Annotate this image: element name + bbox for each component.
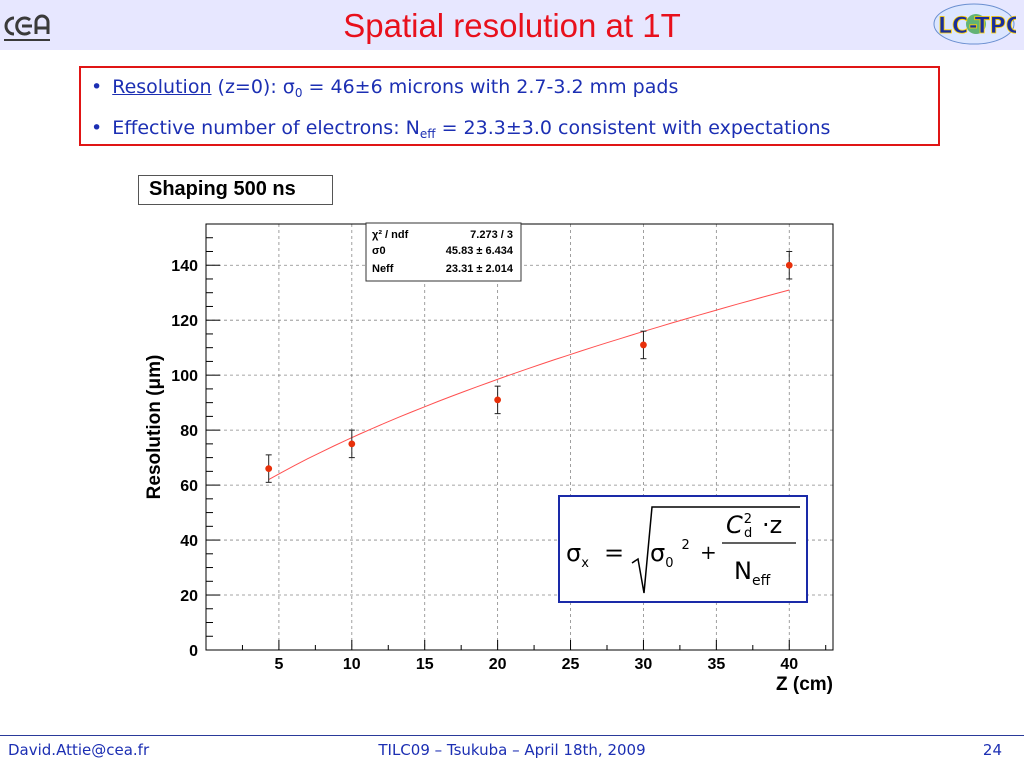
y-tick-label: 100 xyxy=(171,368,198,385)
slide-header: Spatial resolution at 1T LC-TPC xyxy=(0,0,1024,50)
y-axis-label: Resolution (μm) xyxy=(144,355,165,500)
formula-plus: + xyxy=(700,540,717,564)
bullet-electrons: • Effective number of electrons: Neff = 2… xyxy=(91,117,831,141)
x-tick-label: 35 xyxy=(707,656,725,673)
formula-z: ·z xyxy=(762,511,782,539)
data-point xyxy=(494,396,502,404)
y-tick-label: 40 xyxy=(180,533,198,550)
slide-title: Spatial resolution at 1T xyxy=(343,7,681,44)
x-tick-label: 10 xyxy=(343,656,361,673)
resolution-formula: σx = σ02 + C2 d ·z Neff xyxy=(558,495,808,603)
lc-tpc-logo: LC-TPC xyxy=(933,3,1016,45)
x-tick-label: 15 xyxy=(416,656,434,673)
x-tick-label: 20 xyxy=(489,656,507,673)
y-tick-label: 60 xyxy=(180,478,198,495)
stats-box: χ² / ndf 7.273 / 3 σ0 45.83 ± 6.434 Neff… xyxy=(365,222,522,282)
footer-divider xyxy=(0,735,1024,736)
data-point xyxy=(785,261,793,269)
data-point xyxy=(348,440,356,448)
y-tick-label: 80 xyxy=(180,423,198,440)
formula-neff: Neff xyxy=(734,557,771,589)
stat-value-chi2: 7.273 / 3 xyxy=(470,229,513,241)
cea-logo xyxy=(4,14,50,41)
formula-cd: C2 d xyxy=(726,511,752,541)
x-tick-label: 40 xyxy=(780,656,798,673)
sqrt-sign xyxy=(631,506,800,594)
stat-name-chi2: χ² / ndf xyxy=(372,229,409,241)
x-axis-label: Z (cm) xyxy=(776,674,833,695)
formula-equals: = xyxy=(604,539,624,567)
footer-page-number: 24 xyxy=(982,741,1002,759)
formula-sigma0: σ02 xyxy=(650,538,690,571)
data-points xyxy=(265,250,793,483)
stat-value-neff: 23.31 ± 2.014 xyxy=(446,263,514,275)
svg-text:LC-TPC: LC-TPC xyxy=(938,14,1016,39)
y-tick-label: 120 xyxy=(171,313,198,330)
footer-event: TILC09 – Tsukuba – April 18th, 2009 xyxy=(378,741,646,759)
y-tick-label: 20 xyxy=(180,588,198,605)
bullet-resolution: • Resolution (z=0): σ0 = 46±6 microns wit… xyxy=(91,76,679,100)
x-tick-label: 30 xyxy=(635,656,653,673)
y-tick-label: 0 xyxy=(189,643,198,660)
stat-value-sigma0: 45.83 ± 6.434 xyxy=(446,245,514,257)
y-tick-label: 140 xyxy=(171,258,198,275)
summary-box: • Resolution (z=0): σ0 = 46±6 microns wit… xyxy=(79,66,940,146)
fit-curve xyxy=(268,289,790,481)
x-tick-label: 25 xyxy=(562,656,580,673)
resolution-chart: 5 10 15 20 25 30 35 40 0 20 40 60 80 100 120 140 Resolu… xyxy=(144,222,834,695)
resolution-label: Resolution xyxy=(112,76,212,98)
chart-ticks xyxy=(206,237,827,651)
chart-tick-labels: 5 10 15 20 25 30 35 40 0 20 40 60 80 100 120 140 xyxy=(171,258,798,673)
footer-email: David.Attie@cea.fr xyxy=(8,741,150,759)
stat-name-neff: Neff xyxy=(372,263,394,275)
stat-name-sigma0: σ0 xyxy=(372,245,386,257)
data-point xyxy=(265,465,273,473)
plot-label: Shaping 500 ns xyxy=(138,175,333,205)
x-tick-label: 5 xyxy=(274,656,283,673)
data-point xyxy=(640,341,647,349)
formula-lhs: σx xyxy=(566,539,589,571)
